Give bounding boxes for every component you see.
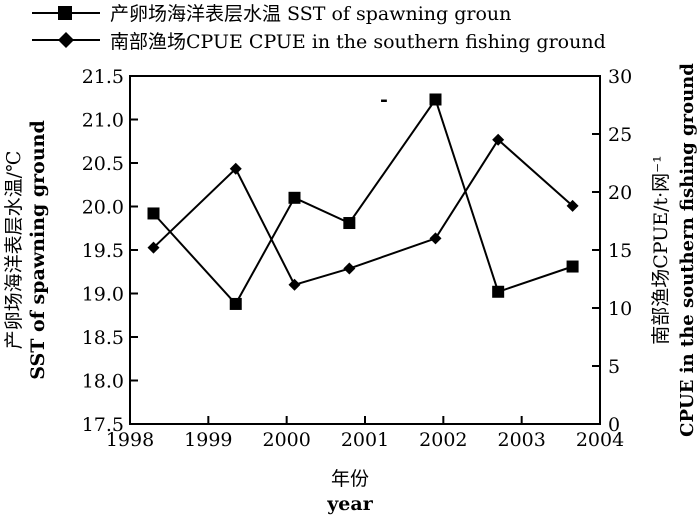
series-line-sst: [152, 97, 573, 306]
left-y-tick-label: 20.5: [82, 153, 124, 175]
legend-label-cpue: 南部渔场CPUE CPUE in the southern fishing gr…: [110, 31, 606, 53]
series-line-cpue: [152, 138, 574, 286]
left-y-tick-label: 20.0: [82, 197, 124, 219]
left-y-tick-label: 21.5: [82, 66, 124, 88]
cpue-point: [343, 262, 356, 275]
left-y-tick-label: 19.0: [82, 284, 124, 306]
legend-item-cpue: 南部渔场CPUE CPUE in the southern fishing gr…: [32, 31, 606, 53]
left-y-tick-label: 18.0: [82, 371, 124, 393]
x-tick-label: 1999: [184, 429, 232, 451]
right-y-tick-label: 30: [608, 66, 632, 88]
legend-label-sst: 产卵场海洋表层水温 SST of spawning groun: [110, 3, 511, 25]
x-tick-label: 2002: [419, 429, 467, 451]
sst-point: [429, 93, 442, 106]
legend-item-sst: 产卵场海洋表层水温 SST of spawning groun: [32, 3, 511, 25]
x-tick-label: 1998: [106, 429, 154, 451]
right-y-axis: 0 5 10 15 20 25 30: [592, 66, 632, 436]
right-y-title-en: CPUE in the southern fishing ground: [677, 63, 698, 437]
left-y-title-en: SST of spawning ground: [27, 120, 49, 380]
cpue-point: [429, 232, 442, 245]
left-y-axis: 17.5 18.0 18.5 19.0 19.5 20.0 20.5 21.0 21.5: [82, 66, 138, 436]
series-layer: [147, 93, 579, 310]
annotation-dash: -: [380, 89, 388, 111]
cpue-point: [147, 241, 160, 254]
left-y-tick-label: 17.5: [82, 414, 124, 436]
sst-point: [288, 191, 301, 204]
plot-frame: [129, 75, 601, 425]
left-y-tick-label: 18.5: [82, 327, 124, 349]
x-tick-label: 2000: [262, 429, 310, 451]
x-tick-label: 2003: [497, 429, 545, 451]
cpue-point: [566, 199, 579, 212]
x-tick-label: 2004: [576, 429, 624, 451]
right-y-tick-label: 15: [608, 240, 632, 262]
sst-point: [229, 297, 242, 310]
sst-point: [147, 207, 160, 220]
x-axis-title-en: year: [326, 493, 373, 515]
sst-point: [492, 285, 505, 298]
legend: 产卵场海洋表层水温 SST of spawning groun 南部渔场CPUE…: [32, 3, 606, 53]
cpue-point: [229, 162, 242, 175]
right-y-tick-label: 5: [608, 356, 620, 378]
right-y-tick-label: 20: [608, 182, 632, 204]
x-tick-label: 2001: [341, 429, 389, 451]
sst-point: [343, 217, 356, 230]
x-axis: 1998 1999 2000 2001 2002 2003 2004: [106, 416, 624, 451]
left-y-tick-label: 19.5: [82, 240, 124, 262]
cpue-point: [492, 133, 505, 146]
right-y-tick-label: 25: [608, 124, 632, 146]
x-axis-title-cn: 年份: [331, 468, 369, 490]
right-y-title-cn: 南部渔场CPUE/t·网⁻¹: [650, 155, 672, 345]
cpue-point: [288, 278, 301, 291]
left-y-tick-label: 21.0: [82, 110, 124, 132]
right-y-tick-label: 10: [608, 298, 632, 320]
right-y-tick-label: 0: [608, 414, 620, 436]
sst-point: [566, 260, 579, 273]
left-y-title-cn: 产卵场海洋表层水温/℃: [3, 151, 25, 350]
